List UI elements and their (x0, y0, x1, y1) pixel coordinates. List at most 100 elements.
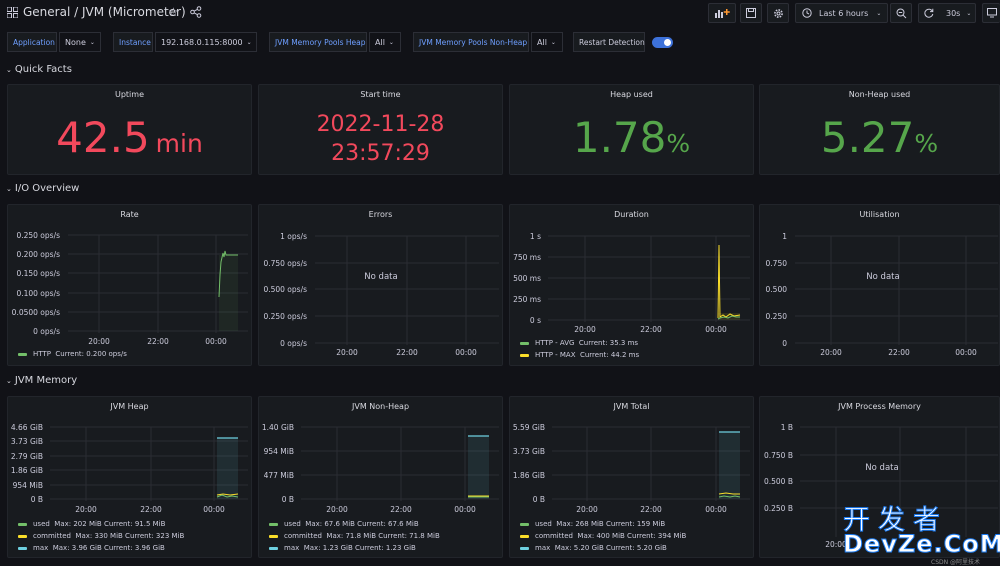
x-tick-label: 00:00 (203, 505, 225, 514)
legend-swatch (18, 534, 27, 538)
graph-panel-rate[interactable]: Rate 0.250 ops/s 0.200 ops/s 0.150 ops/s… (7, 204, 252, 366)
graph-panel-errors[interactable]: Errors 1 ops/s 0.750 ops/s 0.500 ops/s 0… (258, 204, 503, 366)
stat-panel-uptime[interactable]: Uptime 42.5 min (7, 84, 252, 175)
legend-stats: Current: 35.3 ms (578, 339, 639, 347)
row-header-quick-facts[interactable]: ⌄ Quick Facts (6, 64, 72, 75)
watermark-cn: 开发者 (843, 505, 948, 537)
stat-panel-nonheap-used[interactable]: Non-Heap used 5.27% (759, 84, 1000, 175)
toggle-knob (664, 39, 671, 46)
star-icon[interactable]: ☆ (168, 5, 179, 19)
monitor-icon (986, 8, 997, 18)
legend-swatch (269, 522, 278, 526)
y-tick-label: 250 ms (513, 295, 541, 304)
dashboard-title[interactable]: JVM (Micrometer) (82, 5, 186, 19)
panel-title: Uptime (114, 90, 144, 99)
graph-panel-jvm-process-memory[interactable]: JVM Process Memory 1 B 0.750 B 0.500 B 0… (759, 396, 1000, 558)
y-tick-label: 0 s (530, 316, 541, 325)
row-header-jvm-memory[interactable]: ⌄ JVM Memory (6, 375, 77, 386)
series-line-committed (216, 493, 239, 496)
restart-detection-toggle[interactable] (652, 37, 673, 48)
chevron-down-icon: ⌄ (6, 66, 12, 74)
legend-stats: Max: 3.96 GiB Current: 3.96 GiB (52, 544, 165, 552)
apps-grid-icon[interactable] (7, 7, 18, 18)
x-tick-label: 00:00 (955, 348, 977, 357)
x-tick-label: 00:00 (454, 505, 476, 514)
stat-panel-start-time[interactable]: Start time 2022-11-28 23:57:29 (258, 84, 503, 175)
x-tick-label: 00:00 (705, 325, 727, 334)
y-tick-label: 5.59 GiB (513, 423, 545, 432)
series-line-http-avg (717, 315, 740, 320)
instance-variable-select[interactable]: 192.168.0.115:8000 ⌄ (155, 32, 257, 52)
y-tick-label: 0.750 ops/s (263, 259, 307, 268)
breadcrumb: General / JVM (Micrometer) (23, 5, 186, 19)
jvm-process-memory-graph: 1 B 0.750 B 0.500 B 0.250 B 20:00 No dat… (764, 423, 998, 549)
heap-pools-variable-value: All (375, 37, 385, 47)
stat-time: 23:57:29 (331, 141, 430, 166)
legend-name: HTTP - AVG (535, 339, 575, 347)
graph-panel-jvm-total[interactable]: JVM Total 5.59 GiB 3.73 GiB 1.86 GiB 0 B… (509, 396, 754, 558)
legend-stats: Max: 268 MiB Current: 159 MiB (556, 520, 666, 528)
share-icon[interactable] (190, 6, 202, 18)
legend-name: used (284, 520, 301, 528)
legend-swatch (18, 352, 27, 356)
row-title-quick-facts: Quick Facts (14, 64, 72, 75)
x-tick-label: 00:00 (455, 348, 477, 357)
nonheap-pools-variable-value: All (537, 37, 547, 47)
stat-number: 5.27 (820, 113, 915, 162)
row-header-io-overview[interactable]: ⌄ I/O Overview (6, 183, 79, 194)
application-variable-select[interactable]: None ⌄ (59, 32, 101, 52)
settings-button[interactable] (767, 3, 789, 23)
save-dashboard-button[interactable] (740, 3, 762, 23)
graph-panel-jvm-nonheap[interactable]: JVM Non-Heap 1.40 GiB 954 MiB 477 MiB 0 … (258, 396, 503, 558)
nonheap-pools-variable-label: JVM Memory Pools Non-Heap (413, 32, 529, 52)
no-data-label: No data (865, 463, 898, 473)
graph-panel-duration[interactable]: Duration 1 s 750 ms 500 ms 250 ms 0 s 20… (509, 204, 754, 366)
legend-item[interactable]: committed Max: 71.8 MiB Current: 71.8 Mi… (269, 532, 440, 540)
breadcrumb-separator: / (74, 5, 79, 19)
x-tick-label: 20:00 (88, 337, 110, 346)
legend-item[interactable]: max Max: 3.96 GiB Current: 3.96 GiB (18, 544, 165, 552)
tv-mode-button[interactable] (982, 3, 1000, 23)
zoom-out-button[interactable] (890, 3, 912, 23)
legend-stats: Max: 400 MiB Current: 394 MiB (577, 532, 687, 540)
legend-item[interactable]: used Max: 268 MiB Current: 159 MiB (520, 520, 665, 528)
y-tick-label: 0 (782, 339, 787, 348)
y-tick-label: 4.66 GiB (11, 423, 43, 432)
graph-panel-jvm-heap[interactable]: JVM Heap 4.66 GiB 3.73 GiB 2.79 GiB 1.86… (7, 396, 252, 558)
x-tick-label: 20:00 (326, 505, 348, 514)
nonheap-pools-variable-select[interactable]: All ⌄ (531, 32, 563, 52)
y-tick-label: 0 B (533, 495, 545, 504)
x-tick-label: 20:00 (336, 348, 358, 357)
legend-name: max (535, 544, 551, 552)
chevron-down-icon: ⌄ (876, 9, 882, 17)
y-tick-label: 0.500 B (764, 477, 793, 486)
legend-item[interactable]: HTTP Current: 0.200 ops/s (18, 350, 127, 358)
y-tick-label: 954 MiB (264, 447, 294, 456)
breadcrumb-folder[interactable]: General (23, 5, 71, 19)
legend-item[interactable]: HTTP - MAX Current: 44.2 ms (520, 351, 639, 359)
heap-pools-variable-select[interactable]: All ⌄ (369, 32, 401, 52)
jvm-nonheap-graph: 1.40 GiB 954 MiB 477 MiB 0 B 20:00 22:00… (262, 423, 499, 514)
legend-item[interactable]: max Max: 1.23 GiB Current: 1.23 GiB (269, 544, 416, 552)
graph-panel-utilisation[interactable]: Utilisation 1 0.750 0.500 0.250 0 20:00 … (759, 204, 1000, 366)
stat-number: 1.78 (572, 113, 667, 162)
add-panel-button[interactable] (708, 3, 736, 23)
stat-panel-heap-used[interactable]: Heap used 1.78% (509, 84, 754, 175)
stat-value: 1.78% (510, 113, 753, 162)
legend-item[interactable]: committed Max: 330 MiB Current: 323 MiB (18, 532, 184, 540)
time-range-picker[interactable]: Last 6 hours ⌄ (795, 3, 888, 23)
panel-title: JVM Total (613, 402, 650, 411)
refresh-picker[interactable]: 30s ⌄ (918, 3, 976, 23)
panel-title: JVM Non-Heap (351, 402, 410, 411)
legend-item[interactable]: HTTP - AVG Current: 35.3 ms (520, 339, 638, 347)
time-range-label: Last 6 hours (819, 8, 869, 18)
gear-icon (773, 8, 783, 18)
legend-item[interactable]: committed Max: 400 MiB Current: 394 MiB (520, 532, 686, 540)
legend-item[interactable]: max Max: 5.20 GiB Current: 5.20 GiB (520, 544, 667, 552)
legend-item[interactable]: used Max: 202 MiB Current: 91.5 MiB (18, 520, 165, 528)
series-line-http (218, 250, 238, 298)
series-area (217, 438, 238, 499)
legend-item[interactable]: used Max: 67.6 MiB Current: 67.6 MiB (269, 520, 419, 528)
panel-title: Start time (360, 90, 401, 99)
x-tick-label: 20:00 (75, 505, 97, 514)
